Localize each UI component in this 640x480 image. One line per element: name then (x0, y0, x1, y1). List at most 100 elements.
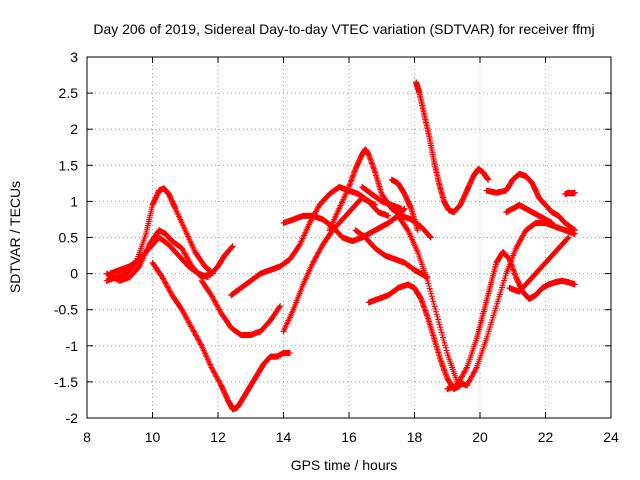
data-point (210, 296, 217, 303)
data-point (467, 376, 474, 383)
data-point (188, 324, 195, 331)
data-point (228, 244, 235, 251)
y-tick-label: -1 (66, 338, 79, 354)
series-18 (444, 248, 578, 393)
data-point (182, 313, 189, 320)
data-point (515, 241, 522, 248)
data-point (429, 295, 436, 302)
data-point (432, 306, 439, 313)
data-point (458, 373, 465, 380)
x-tick-label: 18 (407, 429, 423, 445)
data-point (214, 303, 221, 310)
data-point (313, 253, 320, 260)
data-point (183, 253, 190, 260)
x-tick-label: 8 (83, 429, 91, 445)
data-point (181, 311, 188, 318)
data-point (186, 320, 193, 327)
data-point (454, 381, 461, 388)
data-point (311, 257, 318, 264)
data-point (513, 245, 520, 252)
data-point (458, 374, 465, 381)
x-tick-labels: 8 10 12 14 16 18 20 22 24 (83, 429, 619, 445)
chart-title: Day 206 of 2019, Sidereal Day-to-day VTE… (93, 21, 594, 37)
y-tick-label: -1.5 (54, 374, 78, 390)
data-point (215, 305, 222, 312)
data-point (209, 294, 216, 301)
data-point (208, 364, 215, 371)
data-point (164, 283, 171, 290)
data-point (438, 329, 445, 336)
data-point (159, 274, 166, 281)
data-point (427, 234, 434, 241)
data-point (461, 369, 468, 376)
data-point (213, 301, 220, 308)
data-point (398, 205, 405, 212)
data-point (229, 243, 236, 250)
data-point (216, 379, 223, 386)
series-14 (395, 212, 578, 389)
data-point (443, 347, 450, 354)
data-point (318, 244, 325, 251)
data-point (441, 339, 448, 346)
data-point (470, 370, 477, 377)
data-point (462, 367, 469, 374)
data-point (430, 301, 437, 308)
data-point (455, 379, 462, 386)
data-point (317, 245, 324, 252)
data-point (229, 243, 236, 250)
y-tick-label: 0 (70, 266, 78, 282)
data-point (211, 369, 218, 376)
data-point (212, 299, 219, 306)
data-point (434, 313, 441, 320)
data-point (471, 368, 478, 375)
data-point (184, 255, 191, 262)
data-point (459, 372, 466, 379)
x-tick-label: 10 (145, 429, 161, 445)
data-point (277, 303, 284, 310)
data-point (163, 281, 170, 288)
data-point (160, 276, 167, 283)
data-point (514, 242, 521, 249)
data-point (215, 377, 222, 384)
data-point (464, 381, 471, 388)
grid-lines (87, 57, 611, 418)
data-point (189, 326, 196, 333)
data-point (182, 251, 189, 258)
data-point (442, 344, 449, 351)
data-point (211, 297, 218, 304)
data-point (516, 238, 523, 245)
data-point (196, 338, 203, 345)
series-8 (280, 194, 379, 335)
x-tick-label: 20 (472, 429, 488, 445)
x-tick-label: 16 (341, 429, 357, 445)
data-point (195, 337, 202, 344)
data-point (431, 303, 438, 310)
y-tick-label: 3 (70, 49, 78, 65)
data-point (315, 249, 322, 256)
data-point (160, 275, 167, 282)
x-tick-label: 22 (538, 429, 554, 445)
data-point (427, 288, 434, 295)
data-point (427, 233, 434, 240)
data-point (195, 336, 202, 343)
data-point (161, 278, 168, 285)
data-point (470, 369, 477, 376)
data-point (565, 234, 572, 241)
data-point (463, 382, 470, 389)
data-point (191, 329, 198, 336)
data-point (456, 377, 463, 384)
data-point (463, 365, 470, 372)
data-point (205, 274, 212, 281)
data-point (456, 378, 463, 385)
data-point (183, 254, 190, 261)
x-axis-label: GPS time / hours (291, 457, 398, 473)
data-point (312, 254, 319, 261)
data-point (314, 252, 321, 259)
data-point (466, 377, 473, 384)
data-point (184, 317, 191, 324)
x-tick-label: 14 (276, 429, 292, 445)
data-point (316, 246, 323, 253)
data-point (162, 279, 169, 286)
data-point (519, 233, 526, 240)
data-point (571, 226, 578, 233)
